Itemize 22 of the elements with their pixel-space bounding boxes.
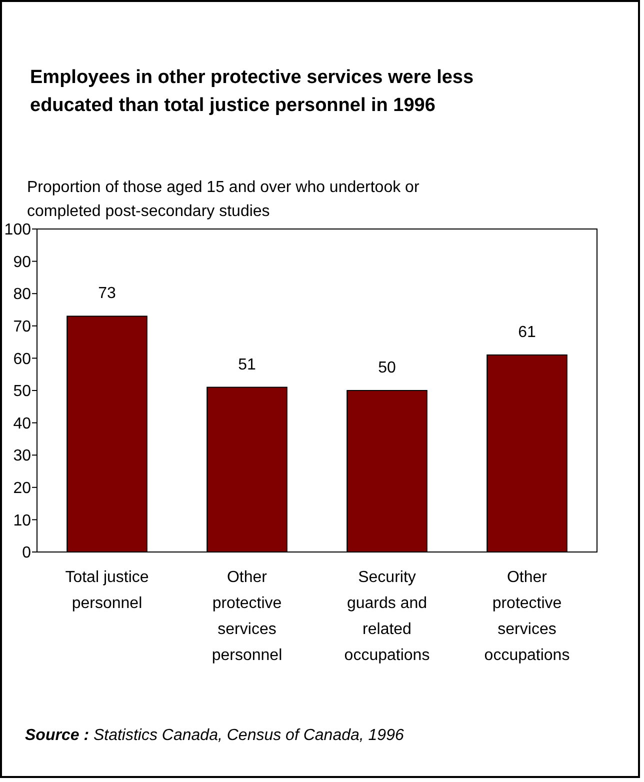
x-tick-label: Other protective services personnel [212, 569, 282, 664]
y-tick-label: 50 [13, 383, 32, 400]
data-label: 51 [238, 356, 256, 374]
data-label: 50 [378, 360, 396, 376]
y-tick-label: 0 [22, 544, 32, 562]
source-note: Source : Statistics Canada, Census of Canada, 1996 [25, 727, 404, 744]
y-tick-label: 40 [13, 415, 32, 432]
y-tick-label: 10 [13, 512, 32, 530]
chart-subtitle: Proportion of those aged 15 and over who undertook or completed post-secondary studies [27, 179, 420, 220]
y-tick-label: 80 [13, 286, 32, 304]
data-label: 61 [518, 324, 536, 341]
y-tick-label: 60 [13, 350, 32, 368]
y-tick-label: 100 [4, 222, 32, 239]
x-tick-label: Other protective services occupations [484, 569, 570, 664]
y-tick-label: 30 [13, 448, 32, 465]
x-tick-label: Security guards and related occupations [344, 569, 430, 664]
x-tick-label: Total justice personnel [65, 569, 149, 612]
y-tick-label: 20 [13, 480, 32, 497]
data-label: 73 [98, 285, 116, 302]
chart-title: Employees in other protective services were less educated than total justice personnel in 1996 [30, 67, 474, 116]
y-tick-label: 90 [13, 254, 32, 271]
y-tick-label: 70 [13, 318, 32, 336]
